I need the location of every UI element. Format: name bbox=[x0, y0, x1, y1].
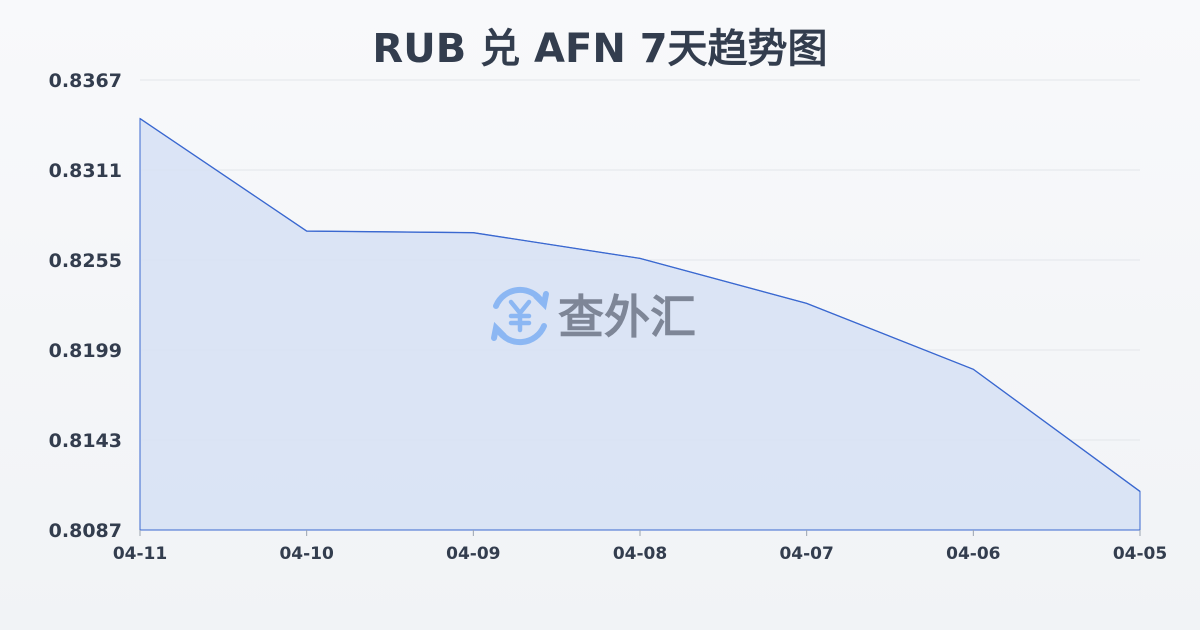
x-tick-label: 04-08 bbox=[613, 544, 667, 564]
y-tick-label: 0.8255 bbox=[49, 250, 122, 272]
x-tick-label: 04-11 bbox=[113, 544, 167, 564]
y-tick-label: 0.8311 bbox=[49, 160, 122, 182]
chart-title: RUB 兑 AFN 7天趋势图 bbox=[372, 26, 828, 72]
y-tick-label: 0.8087 bbox=[49, 520, 122, 542]
x-tick-label: 04-07 bbox=[779, 544, 833, 564]
y-tick-label: 0.8143 bbox=[49, 430, 122, 452]
yen-exchange-icon bbox=[491, 286, 549, 346]
y-tick-label: 0.8199 bbox=[49, 340, 122, 362]
x-tick-label: 04-09 bbox=[446, 544, 500, 564]
x-tick-label: 04-06 bbox=[946, 544, 1000, 564]
watermark-text: 查外汇 bbox=[558, 290, 696, 344]
x-tick-label: 04-10 bbox=[279, 544, 334, 564]
x-tick-label: 04-05 bbox=[1113, 544, 1167, 564]
watermark: 查外汇 bbox=[491, 286, 696, 346]
y-tick-label: 0.8367 bbox=[49, 70, 122, 92]
